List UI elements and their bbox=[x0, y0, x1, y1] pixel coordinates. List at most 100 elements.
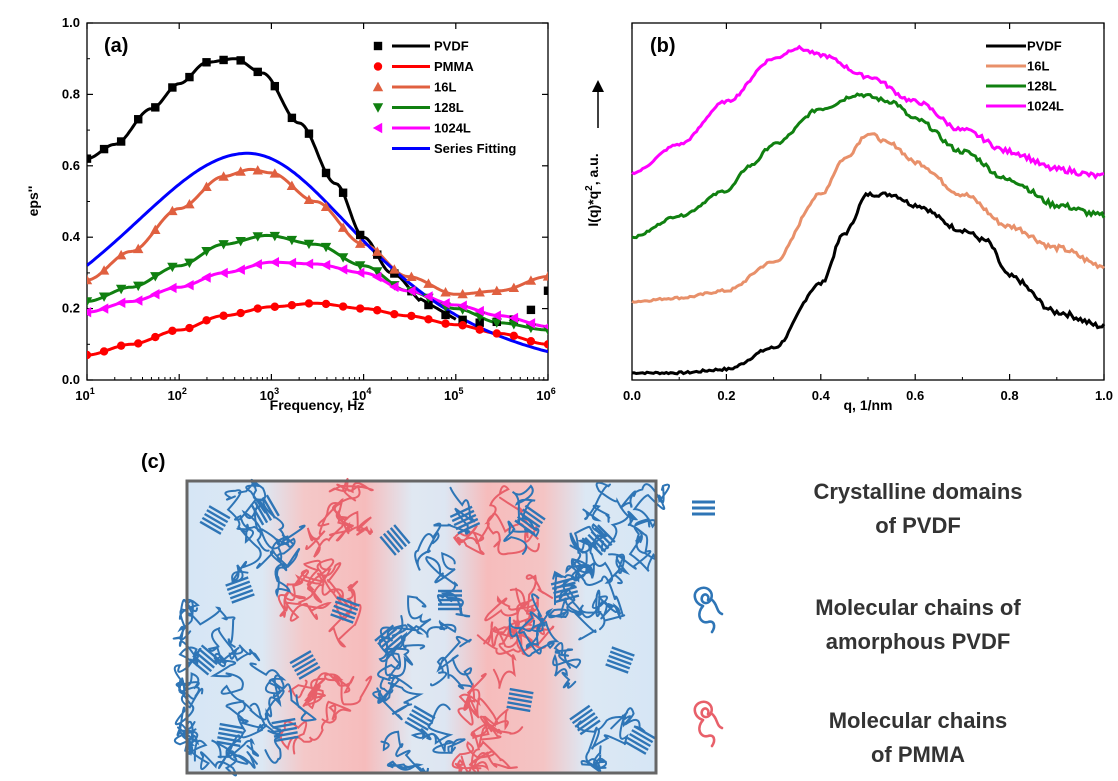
panel-a-x-tick-label: 106 bbox=[536, 386, 555, 403]
panel-b-line-128l bbox=[631, 92, 1106, 240]
panel-a-point-16l bbox=[235, 166, 246, 176]
panel-a-point-16l bbox=[303, 194, 315, 205]
crystalline-lamella bbox=[404, 720, 427, 735]
amorphous-pvdf-chain bbox=[237, 696, 282, 764]
panel-a-point-16l bbox=[491, 285, 502, 295]
panel-a-point-1024l bbox=[201, 272, 211, 283]
panel-a-y-axis-label: eps'' bbox=[25, 186, 41, 217]
crystalline-lamella bbox=[457, 521, 481, 535]
panel-a-y-tick-label: 0.8 bbox=[62, 86, 80, 101]
panel-a-x-tick-exponent: 4 bbox=[366, 386, 371, 396]
panel-a-point-128l bbox=[167, 262, 178, 273]
panel-b-x-tick-label: 1.0 bbox=[1095, 388, 1113, 403]
panel-b-series bbox=[631, 44, 1106, 376]
crystalline-lamella bbox=[385, 638, 406, 656]
crystalline-domain bbox=[624, 725, 656, 755]
amorphous-pvdf-chain bbox=[430, 635, 474, 690]
schematic-chains bbox=[172, 477, 670, 777]
panel-a-x-tick-base: 10 bbox=[352, 388, 366, 403]
crystalline-lamella bbox=[606, 658, 631, 670]
amorphous-pvdf-chain bbox=[552, 641, 582, 689]
panel-a-point-1024l bbox=[150, 289, 160, 300]
amorphous-pvdf-chain bbox=[565, 511, 643, 622]
panel-a-point-16l bbox=[406, 271, 417, 281]
pmma-chain bbox=[468, 715, 518, 770]
panel-b-x-axis-label: q, 1/nm bbox=[843, 397, 892, 413]
panel-a-fit-line-16l bbox=[87, 167, 548, 296]
panel-a-x-tick-base: 10 bbox=[167, 388, 181, 403]
crystalline-lamella-icon bbox=[692, 500, 715, 516]
panel-a-point-pvdf bbox=[253, 67, 262, 77]
amorphous-pvdf-chain bbox=[372, 676, 424, 721]
panel-a-point-1024l bbox=[98, 303, 109, 314]
panel-a-point-1024l bbox=[218, 267, 228, 279]
crystalline-lamella bbox=[507, 701, 532, 708]
panel-a-point-pmma bbox=[475, 325, 484, 334]
crystalline-lamella bbox=[449, 505, 473, 519]
crystalline-lamella bbox=[409, 712, 431, 728]
crystalline-lamella bbox=[571, 708, 593, 725]
crystalline-lamella bbox=[506, 705, 531, 713]
panel-a-point-16l bbox=[372, 246, 383, 256]
panel-a-point-16l bbox=[252, 165, 263, 175]
crystalline-lamella bbox=[522, 508, 544, 525]
panel-a-point-pvdf bbox=[475, 318, 484, 327]
amorphous-pvdf-chain bbox=[224, 489, 262, 584]
panel-a-point-pmma bbox=[407, 311, 416, 321]
crystalline-domain bbox=[404, 705, 436, 735]
crystalline-lamella bbox=[519, 512, 541, 528]
panel-a-x-tick-label: 102 bbox=[167, 386, 186, 403]
crystalline-lamella bbox=[509, 687, 534, 695]
panel-a-point-pvdf bbox=[151, 103, 160, 112]
red-chain-coil-icon bbox=[693, 700, 724, 748]
panel-b-x-tick-label: 0.4 bbox=[812, 388, 831, 403]
crystalline-lamella bbox=[377, 627, 398, 646]
panel-a-point-pmma bbox=[355, 304, 365, 313]
crystalline-lamella bbox=[631, 729, 654, 744]
panel-b-legend: PVDF 16L 128L 1024L bbox=[986, 39, 1064, 114]
panel-a-x-tick-base: 10 bbox=[536, 388, 550, 403]
panel-a-legend-label-16l: 16L bbox=[434, 80, 456, 95]
panel-b: 0.0 0.2 0.4 0.6 0.8 1.0 (b) q, 1/nm I(q)*q2, … bbox=[584, 22, 1113, 413]
panel-a-point-128l bbox=[303, 239, 315, 250]
pmma-chain bbox=[470, 708, 524, 775]
pmma-chain bbox=[328, 580, 362, 648]
panel-a-point-16l bbox=[474, 287, 485, 297]
crystalline-domain bbox=[514, 504, 546, 536]
panel-a-point-pmma bbox=[236, 308, 245, 318]
panel-a-point-16l bbox=[133, 243, 144, 254]
panel-a-point-pvdf bbox=[355, 230, 365, 240]
amorphous-pvdf-chain bbox=[380, 730, 429, 774]
panel-c-legend: Crystalline domains of PVDF Molecular ch… bbox=[692, 479, 1023, 767]
schematic-crystalline-domains bbox=[189, 494, 656, 755]
panel-a-point-16l bbox=[542, 271, 548, 281]
panel-a-legend-label-pmma: PMMA bbox=[434, 59, 474, 74]
panel-a-point-16l bbox=[525, 275, 537, 285]
panel-a-point-pvdf bbox=[526, 305, 536, 315]
panel-a-point-16l bbox=[337, 222, 349, 232]
crystalline-domain bbox=[216, 722, 244, 748]
panel-a-point-pmma bbox=[543, 340, 548, 349]
crystalline-lamella bbox=[229, 588, 254, 600]
crystalline-lamella bbox=[296, 661, 319, 676]
crystalline-lamella bbox=[330, 613, 354, 624]
panel-a-point-pmma bbox=[321, 299, 331, 309]
amorphous-pvdf-chain bbox=[569, 544, 596, 582]
crystalline-lamella bbox=[382, 532, 401, 553]
panel-b-ticks: 0.0 0.2 0.4 0.6 0.8 1.0 bbox=[623, 23, 1113, 403]
panel-b-legend-label-16l: 16L bbox=[1027, 59, 1049, 74]
crystalline-lamella bbox=[218, 727, 243, 734]
panel-a-point-128l bbox=[286, 235, 298, 246]
panel-a-point-pmma bbox=[373, 306, 382, 315]
panel-a-point-pmma bbox=[338, 302, 348, 311]
panel-a-point-1024l bbox=[389, 281, 399, 293]
crystalline-lamella bbox=[451, 509, 475, 523]
panel-b-label: (b) bbox=[650, 35, 676, 57]
crystalline-lamella bbox=[629, 732, 651, 748]
panel-a-x-tick-base: 10 bbox=[260, 388, 274, 403]
crystalline-domain bbox=[199, 505, 231, 535]
crystalline-lamella bbox=[199, 520, 222, 535]
